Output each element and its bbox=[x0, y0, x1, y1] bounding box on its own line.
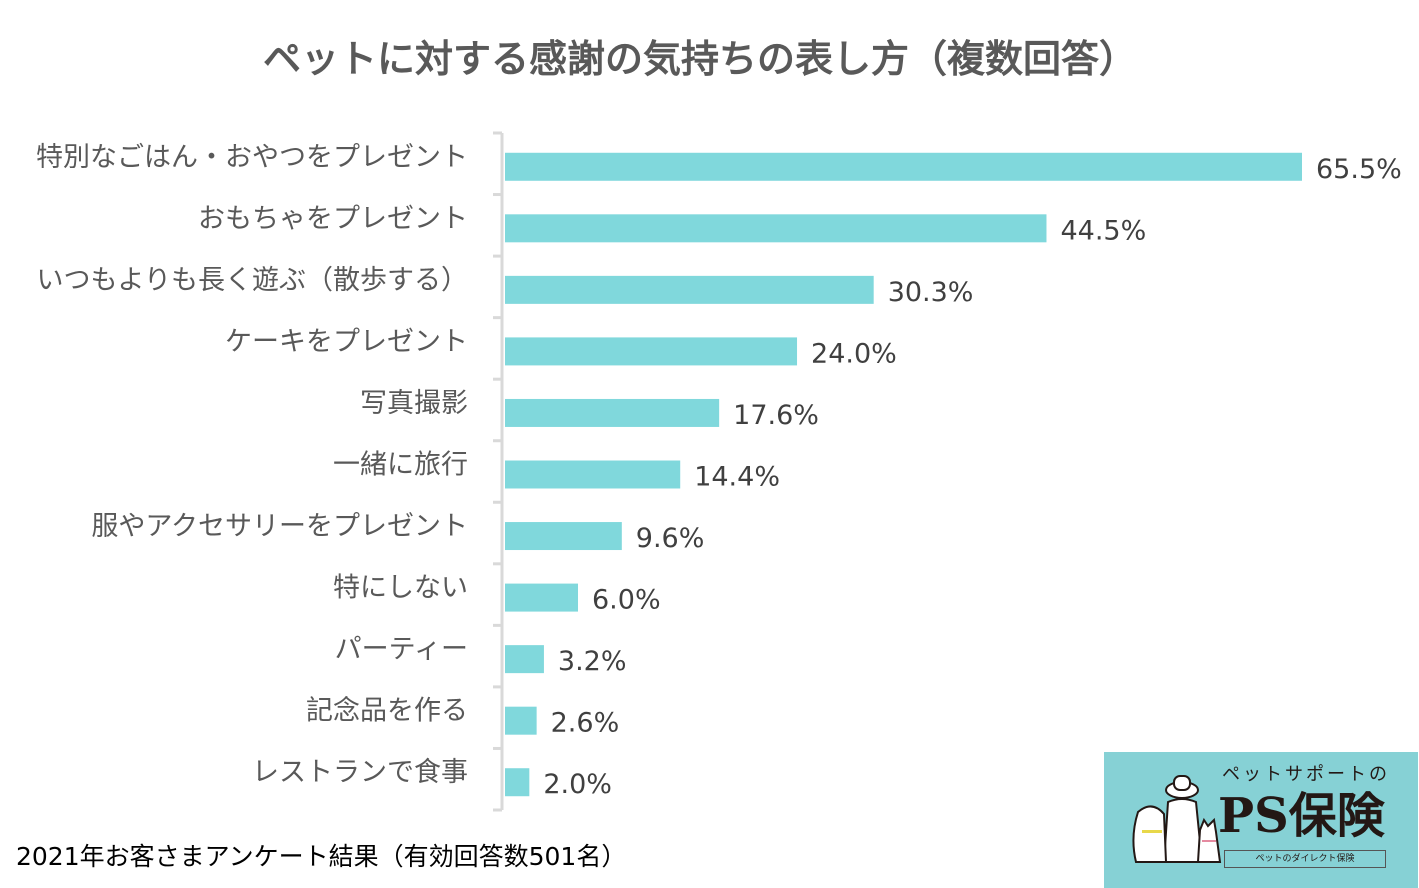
category-label: レストランで食事 bbox=[252, 757, 468, 788]
logo-wordmark: PS保険 bbox=[1218, 788, 1385, 844]
category-label: 写真撮影 bbox=[360, 388, 468, 419]
logo-subtitle: ペットサポートの bbox=[1222, 764, 1390, 785]
bar bbox=[505, 460, 681, 489]
category-label: いつもよりも長く遊ぶ（散歩する） bbox=[37, 265, 468, 296]
chart-title: ペットに対する感謝の気持ちの表し方（複数回答） bbox=[263, 37, 1137, 81]
bar bbox=[505, 337, 798, 366]
category-label: 一緒に旅行 bbox=[333, 450, 468, 481]
value-label: 2.6% bbox=[551, 708, 620, 739]
bar bbox=[505, 522, 622, 551]
value-label: 3.2% bbox=[558, 646, 627, 677]
category-label: 記念品を作る bbox=[306, 696, 468, 727]
bar bbox=[505, 645, 544, 674]
ps-insurance-logo: ペットサポートの PS保険 ペットのダイレクト保険 bbox=[1104, 752, 1418, 888]
value-label: 9.6% bbox=[636, 523, 705, 554]
bar bbox=[505, 706, 537, 735]
bar bbox=[505, 583, 579, 612]
bar bbox=[505, 152, 1302, 181]
value-label: 14.4% bbox=[694, 462, 780, 493]
bar bbox=[505, 398, 720, 427]
value-label: 17.6% bbox=[733, 400, 819, 431]
category-label: ケーキをプレゼント bbox=[225, 326, 468, 357]
category-label: パーティー bbox=[335, 634, 468, 665]
bar bbox=[505, 768, 530, 797]
bar bbox=[505, 275, 874, 304]
value-label: 65.5% bbox=[1316, 154, 1402, 185]
logo-tagline: ペットのダイレクト保険 bbox=[1224, 850, 1386, 868]
value-label: 2.0% bbox=[543, 769, 612, 800]
category-label: 特にしない bbox=[333, 573, 468, 604]
value-label: 30.3% bbox=[888, 277, 974, 308]
pet-owner-illustration-icon bbox=[1132, 775, 1222, 863]
value-label: 44.5% bbox=[1060, 215, 1146, 246]
category-label: 特別なごはん・おやつをプレゼント bbox=[36, 142, 468, 173]
value-label: 24.0% bbox=[811, 338, 897, 369]
category-label: 服やアクセサリーをプレゼント bbox=[91, 511, 468, 542]
footnote: 2021年お客さまアンケート結果（有効回答数501名） bbox=[16, 842, 627, 871]
bar bbox=[505, 214, 1047, 243]
category-label: おもちゃをプレゼント bbox=[198, 203, 468, 234]
value-label: 6.0% bbox=[592, 585, 661, 616]
